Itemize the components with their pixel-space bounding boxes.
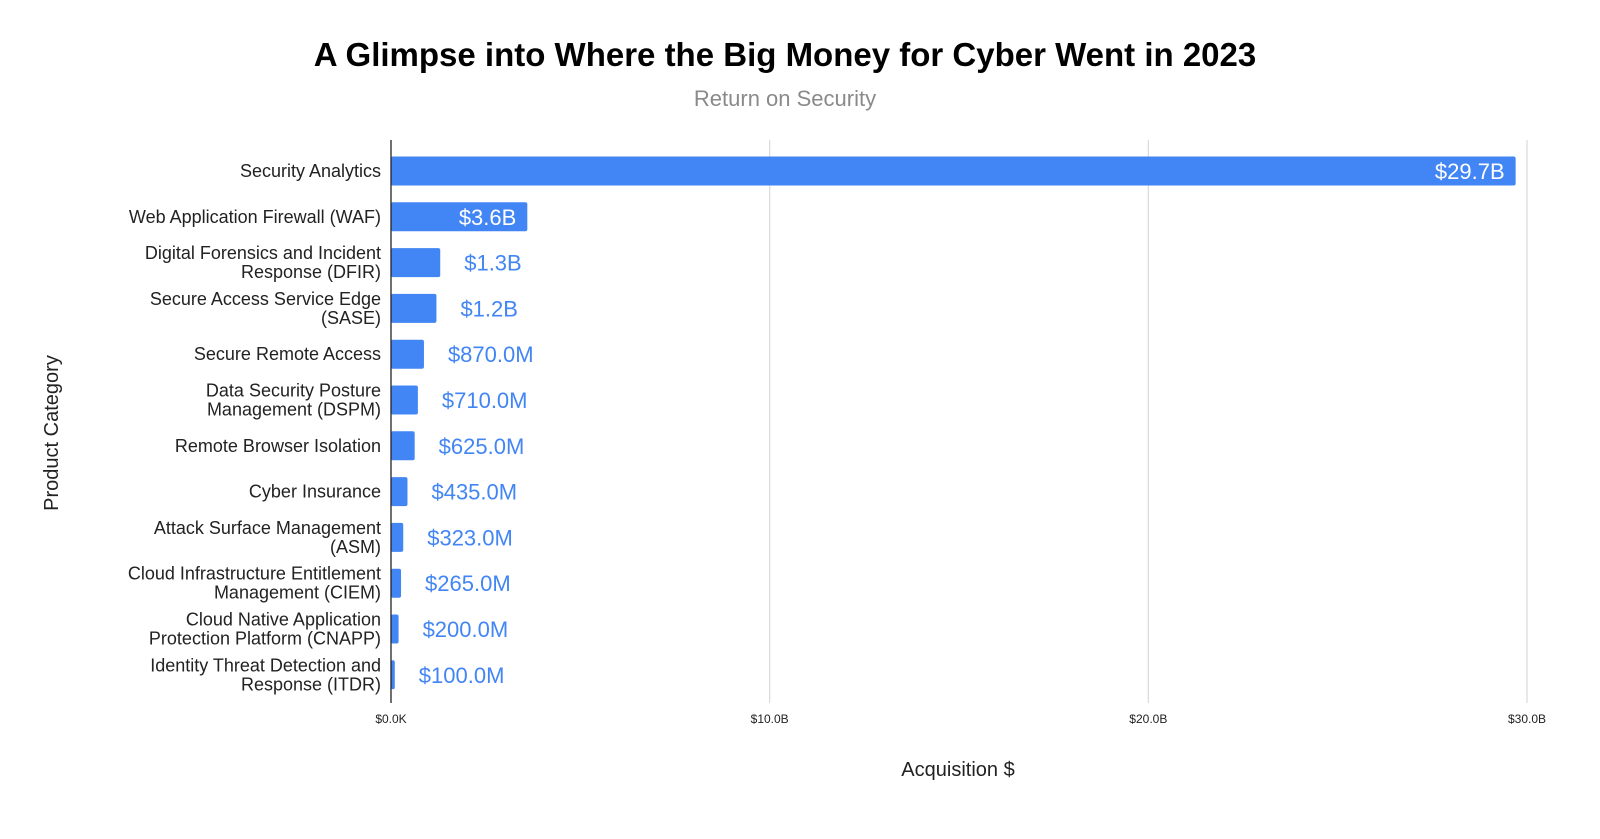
bar [391, 522, 404, 552]
data-label: $29.7B [1435, 159, 1505, 184]
bar [391, 156, 1516, 186]
data-label: $100.0M [419, 663, 505, 688]
bars [391, 156, 1516, 690]
data-label: $870.0M [448, 342, 534, 367]
category-label: Cloud Infrastructure Entitlement Manageme… [128, 564, 381, 603]
bar [391, 202, 528, 232]
data-label: $710.0M [442, 388, 528, 413]
category-label: Security Analytics [240, 161, 381, 181]
bar [391, 614, 399, 644]
category-label: Secure Remote Access [194, 344, 381, 364]
x-tick-label: $30.0B [1508, 712, 1546, 726]
chart-subtitle: Return on Security [693, 86, 877, 111]
category-label: Digital Forensics and Incident Response (… [145, 243, 381, 282]
data-label: $625.0M [439, 434, 525, 459]
x-tick-label: $0.0K [375, 712, 406, 726]
data-label: $200.0M [423, 617, 509, 642]
category-label: Cloud Native Application Protection Platf… [149, 610, 381, 649]
category-label: Cyber Insurance [249, 482, 381, 502]
bar [391, 431, 415, 461]
data-label: $1.3B [464, 251, 522, 276]
category-label: Attack Surface Management (ASM) [154, 518, 381, 557]
bar [391, 477, 408, 507]
category-label: Identity Threat Detection and Response (I… [150, 655, 381, 694]
data-label: $323.0M [427, 525, 513, 550]
data-label: $265.0M [425, 571, 511, 596]
bar [391, 293, 437, 323]
category-label: Data Security Posture Management (DSPM) [206, 381, 381, 420]
category-label: Remote Browser Isolation [175, 436, 381, 456]
chart-title: A Glimpse into Where the Big Money for C… [313, 36, 1257, 73]
labels: $0.0K $10.0B $20.0B $30.0B Security Analytic… [128, 159, 1546, 726]
data-label: $1.2B [460, 296, 518, 321]
bar [391, 385, 418, 415]
category-label: Secure Access Service Edge (SASE) [150, 289, 381, 328]
x-tick-label: $10.0B [751, 712, 789, 726]
gridlines [769, 140, 1528, 703]
bar [391, 248, 441, 278]
category-label: Web Application Firewall (WAF) [129, 207, 381, 227]
data-label: $435.0M [431, 480, 517, 505]
y-axis-title: Product Category [41, 355, 63, 511]
bar [391, 568, 402, 598]
data-label: $3.6B [459, 205, 517, 230]
bar [391, 660, 395, 690]
x-axis-title: Acquisition $ [901, 759, 1014, 781]
x-tick-label: $20.0B [1129, 712, 1167, 726]
bar [391, 339, 424, 369]
